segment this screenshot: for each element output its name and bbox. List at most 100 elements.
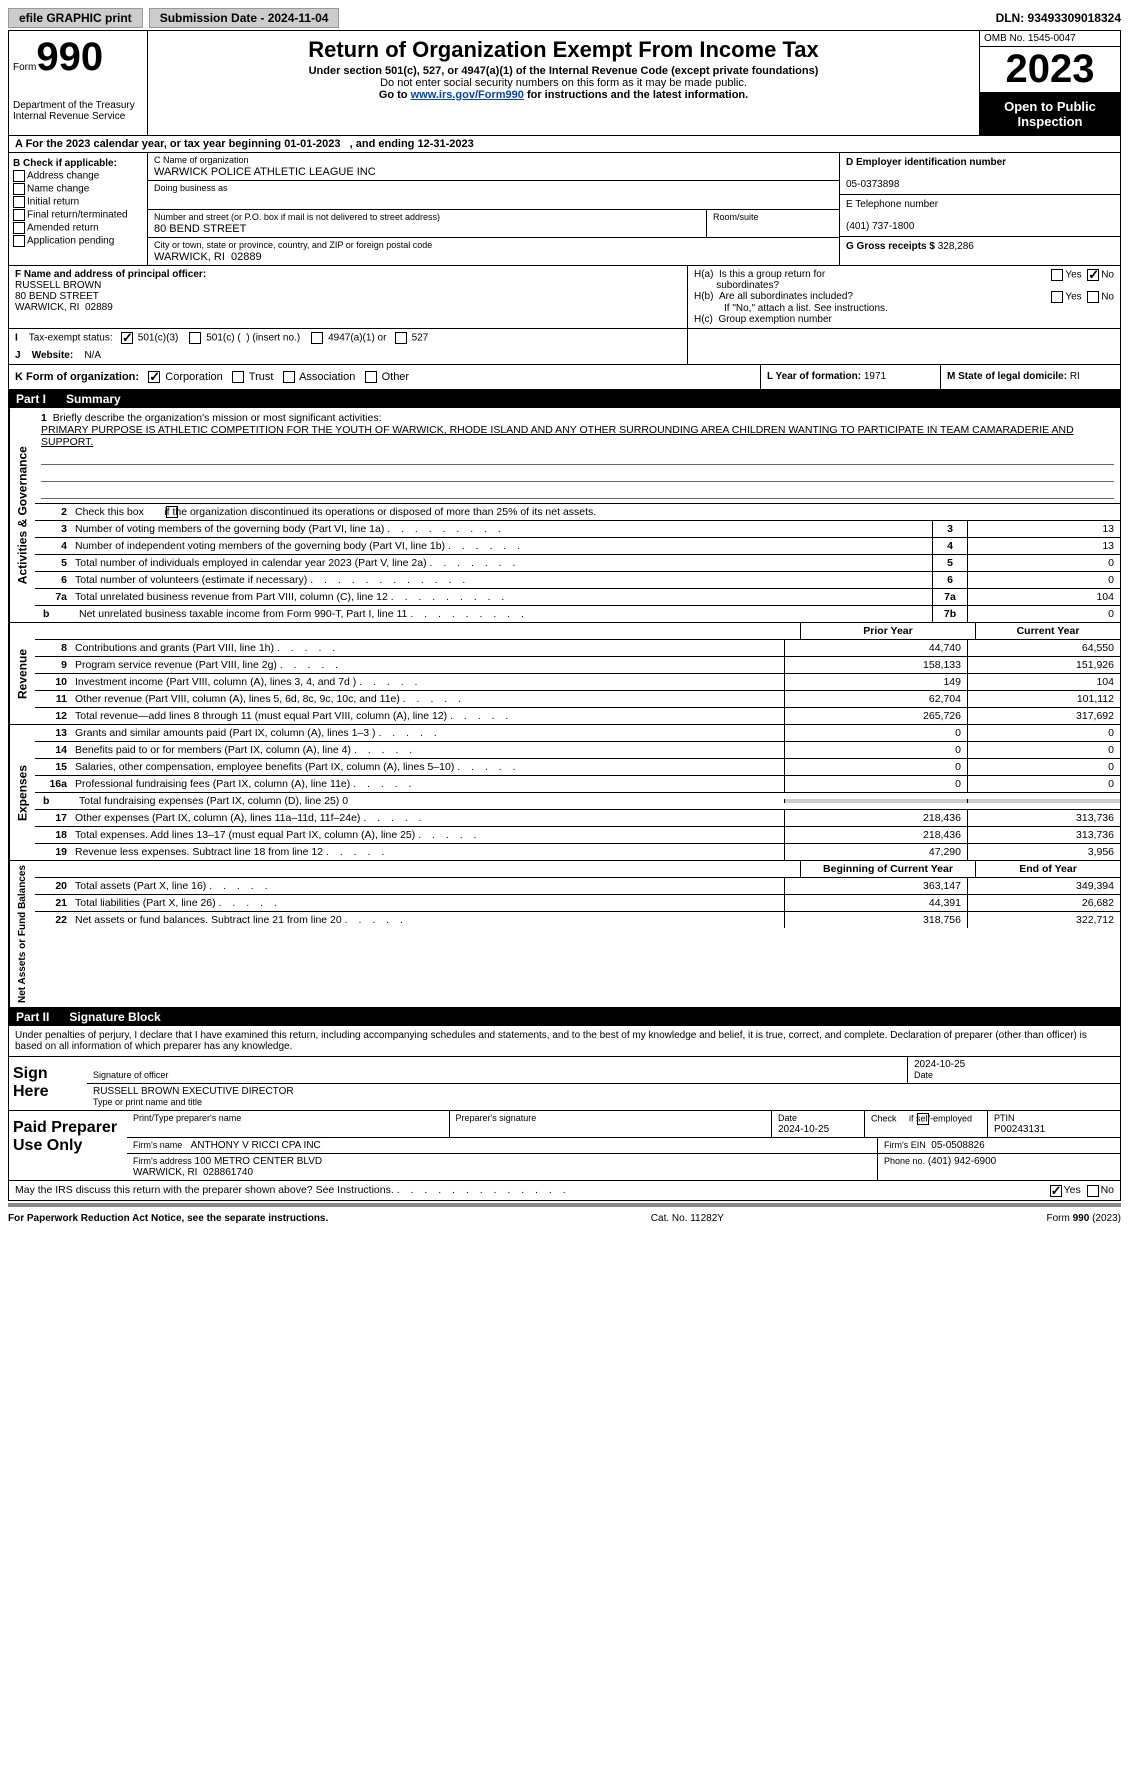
irs-link[interactable]: www.irs.gov/Form990 [411,89,524,101]
firm-name: ANTHONY V RICCI CPA INC [191,1140,321,1151]
checkbox-amended[interactable] [13,222,25,234]
prior-year-header: Prior Year [800,623,975,639]
open-to-public: Open to Public Inspection [980,93,1120,135]
officer-row: F Name and address of principal officer:… [8,266,1121,329]
part1-header: Part I Summary [8,390,1121,408]
checkbox-hb-yes[interactable] [1051,291,1063,303]
page-footer: For Paperwork Reduction Act Notice, see … [8,1213,1121,1224]
table-row: 11Other revenue (Part VIII, column (A), … [35,691,1120,708]
checkbox-hb-no[interactable] [1087,291,1099,303]
checkbox-assoc[interactable] [283,371,295,383]
table-row: 14Benefits paid to or for members (Part … [35,742,1120,759]
checkbox-501c[interactable] [189,332,201,344]
checkbox-discuss-yes[interactable] [1050,1185,1062,1197]
officer-info: RUSSELL BROWN 80 BEND STREET WARWICK, RI… [15,280,113,313]
form-label: Form [13,62,36,73]
expenses-section: Expenses 13Grants and similar amounts pa… [8,725,1121,861]
checkbox-ha-yes[interactable] [1051,269,1063,281]
row-a-taxyear: A For the 2023 calendar year, or tax yea… [8,136,1121,153]
table-row: 19Revenue less expenses. Subtract line 1… [35,844,1120,860]
table-row: 16aProfessional fundraising fees (Part I… [35,776,1120,793]
dln: DLN: 93493309018324 [996,11,1121,25]
boy-header: Beginning of Current Year [800,861,975,877]
identity-grid: B Check if applicable: Address change Na… [8,153,1121,266]
checkbox-initial-return[interactable] [13,196,25,208]
table-row: 22Net assets or fund balances. Subtract … [35,912,1120,928]
checkbox-501c3[interactable] [121,332,133,344]
checkbox-ha-no[interactable] [1087,269,1099,281]
side-label-netassets: Net Assets or Fund Balances [9,861,35,1007]
ein-value: 05-0373898 [846,179,899,190]
efile-button[interactable]: efile GRAPHIC print [8,8,143,28]
side-label-revenue: Revenue [9,623,35,724]
firm-phone: (401) 942-6900 [928,1156,996,1167]
tax-year: 2023 [980,47,1120,93]
gross-receipts: 328,286 [938,241,974,252]
formation-year: 1971 [864,371,886,382]
checkbox-527[interactable] [395,332,407,344]
addr-label: Number and street (or P.O. box if mail i… [154,212,440,222]
submission-date: Submission Date - 2024-11-04 [149,8,340,28]
officer-label: F Name and address of principal officer: [15,269,206,280]
checkbox-other[interactable] [365,371,377,383]
col-b-head: B Check if applicable: [13,158,117,169]
declaration-text: Under penalties of perjury, I declare th… [8,1026,1121,1057]
val-3: 13 [967,521,1120,537]
domicile-state: RI [1070,371,1080,382]
prep-date: 2024-10-25 [778,1124,829,1135]
ein-label: D Employer identification number [846,157,1006,168]
checkbox-4947[interactable] [311,332,323,344]
firm-ein: 05-0508826 [931,1140,984,1151]
table-row: 15Salaries, other compensation, employee… [35,759,1120,776]
dba-label: Doing business as [154,183,228,193]
paid-preparer-block: Paid Preparer Use Only Print/Type prepar… [8,1111,1121,1181]
street-address: 80 BEND STREET [154,223,246,235]
val-5: 0 [967,555,1120,571]
checkbox-corp[interactable] [148,371,160,383]
mission-text: PRIMARY PURPOSE IS ATHLETIC COMPETITION … [41,424,1074,448]
checkbox-name-change[interactable] [13,183,25,195]
org-name: WARWICK POLICE ATHLETIC LEAGUE INC [154,166,376,178]
side-label-governance: Activities & Governance [9,408,35,622]
val-6: 0 [967,572,1120,588]
phone-value: (401) 737-1800 [846,221,914,232]
top-bar: efile GRAPHIC print Submission Date - 20… [8,8,1121,28]
gross-label: G Gross receipts $ [846,241,938,252]
revenue-section: Revenue Prior Year Current Year 8Contrib… [8,623,1121,725]
form-subtitle: Under section 501(c), 527, or 4947(a)(1)… [156,65,971,77]
checkbox-address-change[interactable] [13,170,25,182]
org-name-label: C Name of organization [154,155,249,165]
table-row: 10Investment income (Part VIII, column (… [35,674,1120,691]
ptin: P00243131 [994,1124,1045,1135]
checkbox-discontinued[interactable] [166,506,178,518]
table-row: 9Program service revenue (Part VIII, lin… [35,657,1120,674]
checkbox-discuss-no[interactable] [1087,1185,1099,1197]
form-header: Form 990 Department of the Treasury Inte… [8,30,1121,136]
table-row: 13Grants and similar amounts paid (Part … [35,725,1120,742]
sign-here-block: Sign Here Signature of officer 2024-10-2… [8,1057,1121,1111]
checkbox-trust[interactable] [232,371,244,383]
val-7a: 104 [967,589,1120,605]
k-row: K Form of organization: Corporation Trus… [8,365,1121,390]
room-label: Room/suite [713,212,759,222]
governance-section: Activities & Governance 1 Briefly descri… [8,408,1121,623]
table-row: 21Total liabilities (Part X, line 26) . … [35,895,1120,912]
goto-pre: Go to [379,89,411,101]
dept-treasury: Department of the Treasury Internal Reve… [13,100,143,122]
phone-label: E Telephone number [846,199,938,210]
table-row: 12Total revenue—add lines 8 through 11 (… [35,708,1120,724]
table-row: 17Other expenses (Part IX, column (A), l… [35,810,1120,827]
ssn-note: Do not enter social security numbers on … [156,77,971,89]
current-year-header: Current Year [975,623,1120,639]
table-row: 20Total assets (Part X, line 16) . . . .… [35,878,1120,895]
checkbox-self-employed[interactable] [917,1113,929,1125]
sig-date: 2024-10-25 [914,1059,965,1070]
netassets-section: Net Assets or Fund Balances Beginning of… [8,861,1121,1008]
city-state-zip: WARWICK, RI 02889 [154,251,262,263]
goto-post: for instructions and the latest informat… [524,89,748,101]
checkbox-final-return[interactable] [13,209,25,221]
form-number: 990 [36,35,103,80]
status-row: I Tax-exempt status: 501(c)(3) 501(c) ( … [8,329,1121,365]
table-row: 18Total expenses. Add lines 13–17 (must … [35,827,1120,844]
checkbox-app-pending[interactable] [13,235,25,247]
